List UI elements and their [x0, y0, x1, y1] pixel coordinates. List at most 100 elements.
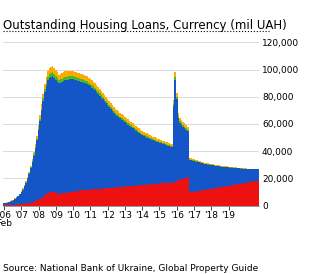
- Bar: [87, 81, 88, 84]
- Bar: [120, 118, 121, 187]
- Bar: [68, 76, 69, 79]
- Bar: [218, 165, 220, 166]
- Bar: [64, 80, 66, 193]
- Bar: [44, 84, 46, 89]
- Bar: [184, 127, 185, 128]
- Bar: [31, 159, 33, 161]
- Bar: [53, 78, 55, 192]
- Bar: [126, 187, 127, 206]
- Bar: [192, 159, 193, 160]
- Bar: [13, 199, 14, 200]
- Bar: [162, 141, 163, 143]
- Bar: [248, 169, 250, 182]
- Bar: [115, 109, 116, 113]
- Bar: [122, 187, 124, 206]
- Bar: [253, 169, 254, 181]
- Bar: [98, 94, 99, 189]
- Bar: [111, 188, 113, 206]
- Bar: [50, 76, 52, 192]
- Bar: [39, 115, 41, 119]
- Bar: [74, 72, 75, 77]
- Bar: [85, 76, 87, 81]
- Bar: [132, 128, 133, 186]
- Bar: [49, 78, 50, 192]
- Bar: [83, 75, 85, 80]
- Bar: [145, 133, 146, 136]
- Bar: [229, 167, 231, 168]
- Bar: [60, 74, 61, 79]
- Bar: [160, 140, 162, 142]
- Bar: [239, 169, 240, 184]
- Bar: [165, 145, 167, 183]
- Bar: [30, 168, 31, 203]
- Bar: [49, 68, 50, 74]
- Bar: [82, 79, 83, 82]
- Bar: [80, 74, 82, 79]
- Bar: [200, 161, 201, 162]
- Bar: [192, 161, 193, 192]
- Bar: [173, 100, 174, 104]
- Bar: [102, 189, 104, 206]
- Bar: [42, 98, 44, 101]
- Bar: [55, 193, 57, 206]
- Bar: [38, 125, 39, 129]
- Bar: [250, 182, 251, 206]
- Bar: [250, 169, 251, 182]
- Bar: [203, 162, 204, 163]
- Bar: [71, 71, 72, 76]
- Bar: [248, 182, 250, 206]
- Bar: [253, 181, 254, 206]
- Bar: [66, 71, 68, 77]
- Bar: [111, 109, 113, 111]
- Bar: [75, 80, 77, 191]
- Bar: [189, 158, 190, 159]
- Bar: [154, 137, 156, 140]
- Bar: [138, 132, 140, 133]
- Bar: [176, 93, 178, 97]
- Bar: [185, 178, 187, 206]
- Bar: [63, 78, 64, 81]
- Bar: [168, 143, 170, 145]
- Bar: [137, 185, 138, 206]
- Bar: [99, 93, 100, 96]
- Bar: [225, 166, 226, 167]
- Bar: [61, 82, 63, 193]
- Bar: [16, 205, 17, 206]
- Bar: [245, 183, 247, 206]
- Bar: [75, 191, 77, 206]
- Bar: [237, 168, 239, 184]
- Bar: [236, 168, 237, 184]
- Bar: [22, 189, 24, 190]
- Bar: [159, 139, 160, 142]
- Bar: [36, 201, 38, 206]
- Bar: [143, 135, 145, 136]
- Bar: [13, 200, 14, 205]
- Bar: [218, 167, 220, 187]
- Bar: [35, 201, 36, 206]
- Bar: [61, 193, 63, 206]
- Bar: [138, 129, 140, 132]
- Bar: [176, 181, 178, 206]
- Bar: [52, 66, 53, 73]
- Bar: [211, 165, 212, 189]
- Bar: [94, 189, 96, 206]
- Bar: [171, 182, 173, 206]
- Bar: [231, 185, 233, 206]
- Bar: [247, 182, 248, 206]
- Bar: [85, 83, 87, 190]
- Bar: [146, 136, 148, 138]
- Bar: [254, 169, 256, 181]
- Bar: [142, 185, 143, 206]
- Bar: [170, 146, 171, 147]
- Bar: [173, 182, 174, 206]
- Bar: [19, 204, 20, 206]
- Bar: [42, 197, 44, 206]
- Bar: [55, 76, 57, 80]
- Bar: [41, 198, 42, 206]
- Bar: [16, 197, 17, 198]
- Bar: [93, 89, 94, 189]
- Bar: [111, 105, 113, 109]
- Bar: [66, 193, 68, 206]
- Bar: [251, 182, 253, 206]
- Bar: [96, 189, 98, 206]
